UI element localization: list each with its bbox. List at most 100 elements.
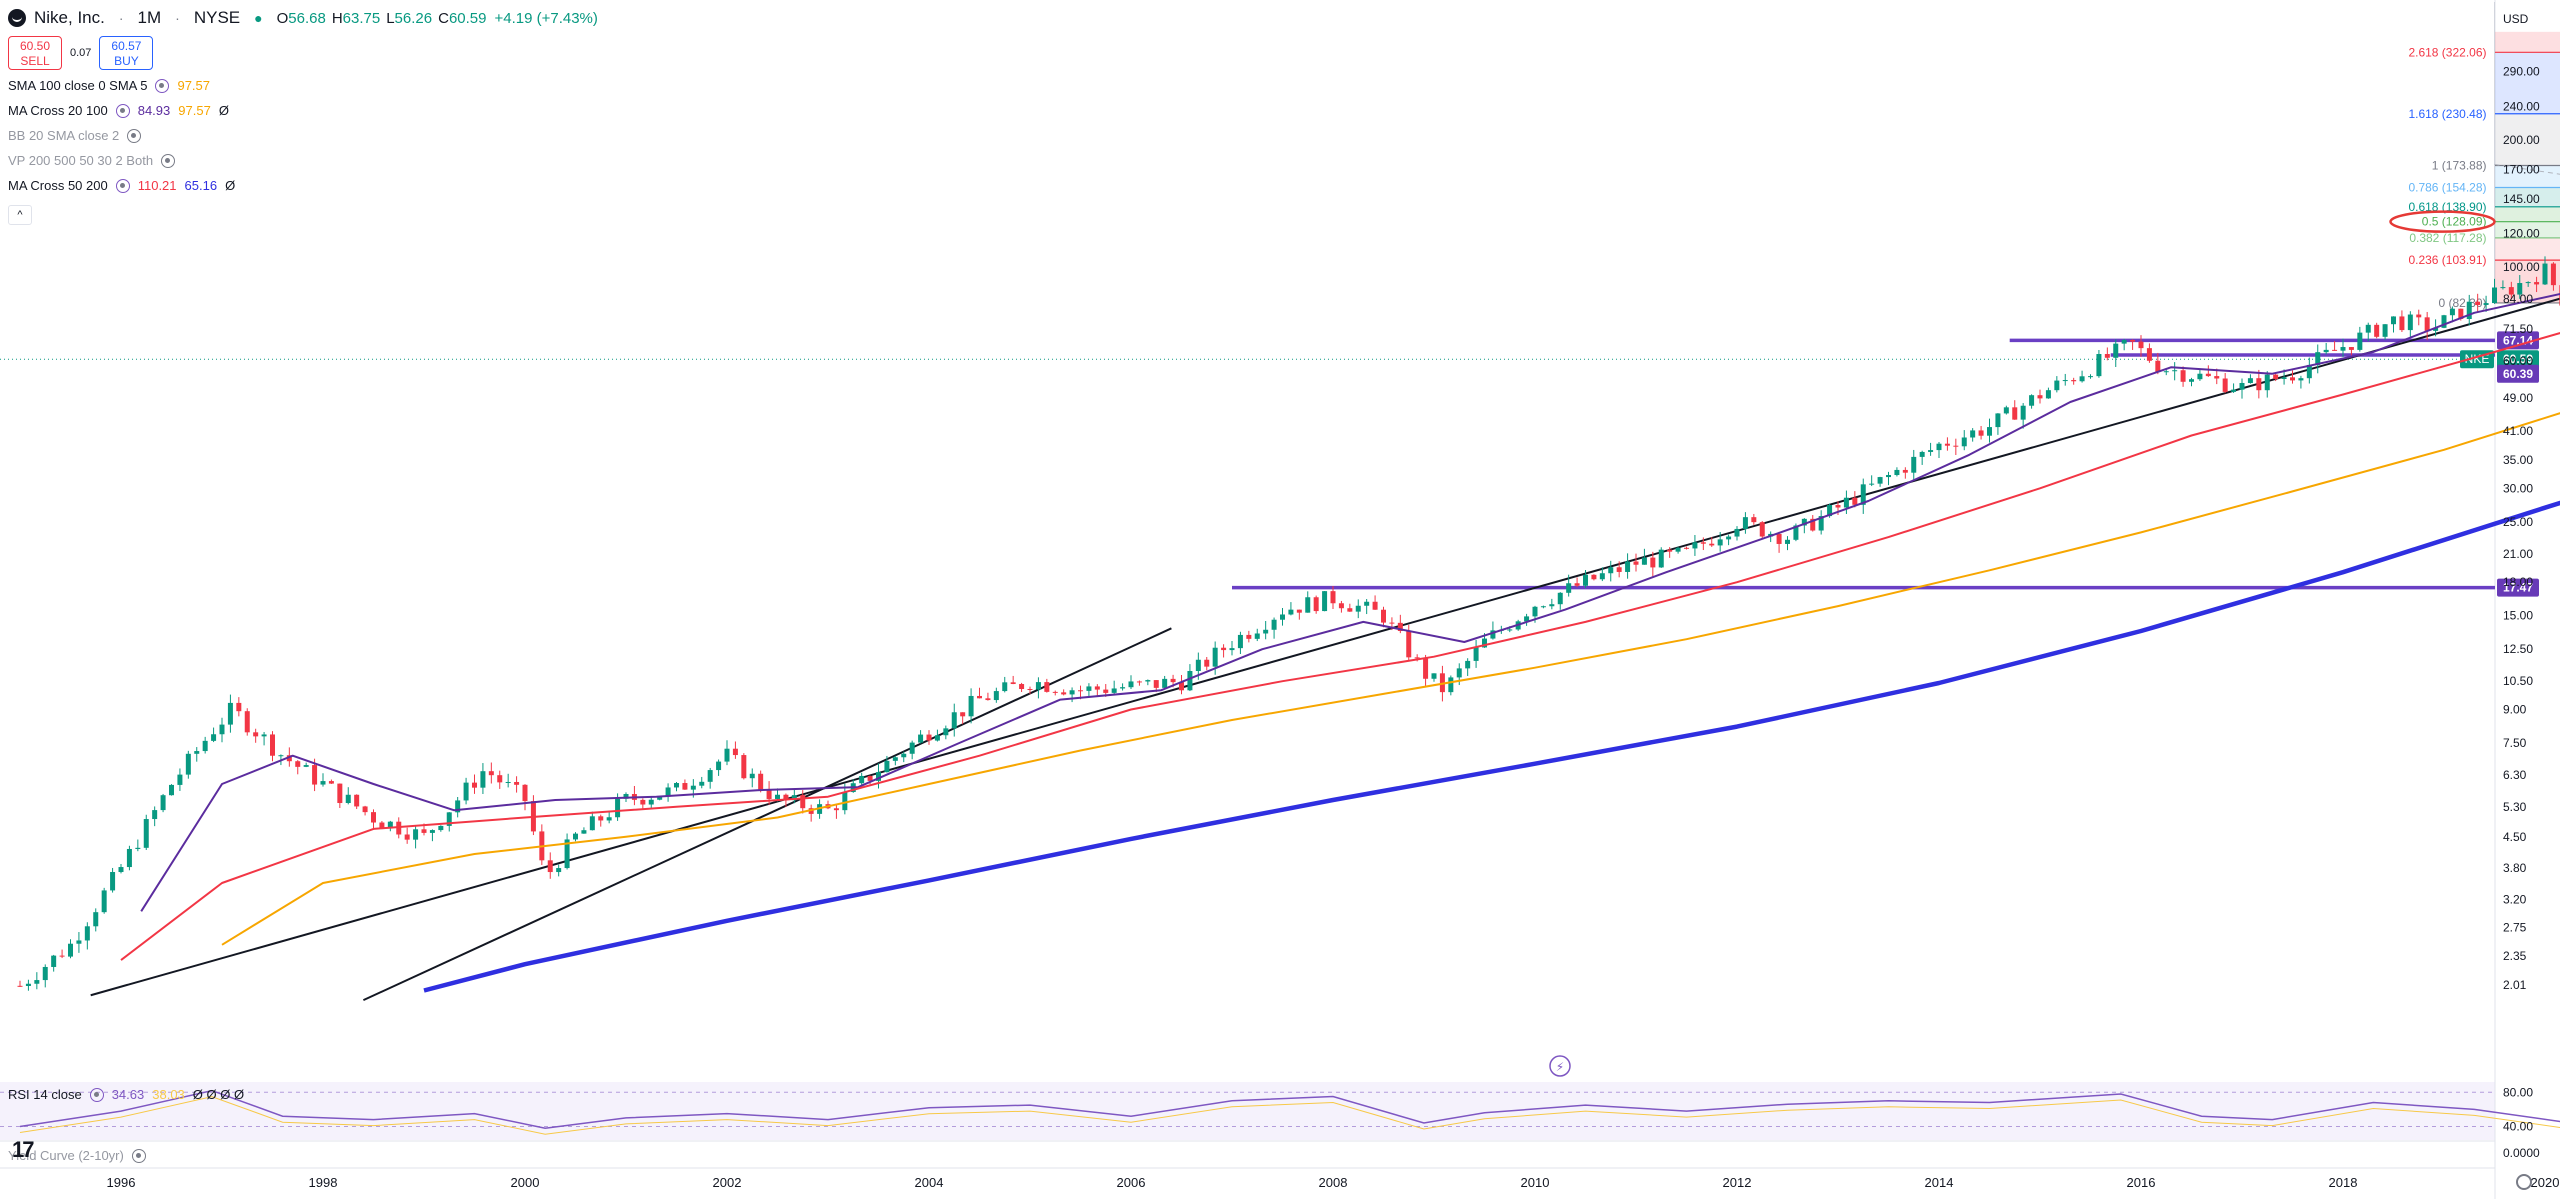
annotation-circle[interactable] [2389, 210, 2496, 233]
candle-body [682, 783, 688, 790]
price-axis-label: 84.00 [2503, 292, 2533, 306]
trendline[interactable] [90, 106, 2560, 997]
candle-body [1759, 522, 1765, 537]
candle-body [943, 728, 949, 736]
candle-body [1524, 616, 1530, 622]
ma-line[interactable] [221, 272, 2560, 946]
candle-body [185, 753, 191, 775]
time-axis-label: 2014 [1925, 1175, 1954, 1190]
price-axis-label: 18.00 [2503, 575, 2533, 589]
fib-zone [2494, 113, 2560, 166]
hidden-eye-icon[interactable] [161, 153, 176, 168]
indicator-settings-icon[interactable] [115, 103, 130, 118]
candle-body [2138, 341, 2144, 349]
indicator-legend-1[interactable]: MA Cross 20 100 84.93 97.57 Ø [8, 103, 229, 118]
settings-gear-icon[interactable] [2516, 1174, 2532, 1190]
rsi-line[interactable] [19, 1089, 2560, 1132]
indicator-legend-4[interactable]: MA Cross 50 200 110.21 65.16 Ø [8, 178, 235, 193]
symbol-title[interactable]: Nike, Inc. [34, 8, 105, 27]
candle-body [2121, 339, 2127, 344]
fib-level-label: 0.5 (128.09) [2422, 215, 2487, 229]
candle-body [278, 755, 284, 757]
hidden-eye-icon[interactable] [127, 128, 142, 143]
ma-line[interactable] [120, 237, 2560, 961]
trade-panel: 60.50 SELL 0.07 60.57 BUY [8, 36, 154, 70]
price-axis-label: 60.00 [2503, 354, 2533, 368]
candle-body [1928, 450, 1934, 452]
rsi-settings-icon[interactable] [89, 1087, 104, 1102]
rsi-name: RSI 14 close [8, 1087, 82, 1102]
candle-body [2231, 389, 2237, 392]
fibonacci-retracement[interactable]: 0 (82.30) 0.236 (103.91) 0.382 (117.28) 0.5… [2408, 2, 2560, 310]
candle-body [68, 943, 73, 957]
candle-body [1944, 443, 1950, 446]
candle-body [1372, 601, 1378, 610]
sell-button[interactable]: 60.50 SELL [8, 36, 62, 70]
price-axis-label: 21.00 [2503, 547, 2533, 561]
ma-line[interactable] [140, 193, 2560, 912]
candle-body [1692, 542, 1698, 549]
candle-body [25, 983, 31, 986]
ma-line[interactable] [423, 346, 2560, 993]
price-axis-label: 6.30 [2503, 768, 2527, 782]
candle-body [2458, 308, 2464, 319]
rsi-value: 34.63 [111, 1087, 145, 1102]
candle-body [2323, 349, 2329, 353]
indicator-legend-2[interactable]: BB 20 SMA close 2 [8, 128, 142, 143]
hidden-eye-icon[interactable] [131, 1148, 146, 1163]
candle-body [2029, 395, 2035, 406]
buy-button[interactable]: 60.57 BUY [99, 36, 154, 70]
replay-lightning-icon[interactable] [1549, 1055, 1571, 1077]
candle-body [84, 926, 90, 941]
rsi-axis-label: 40.00 [2503, 1119, 2533, 1133]
currency-label[interactable]: USD [2503, 12, 2529, 26]
trendline[interactable] [362, 627, 1172, 1002]
candle-body [800, 795, 806, 809]
indicator-legend-3[interactable]: VP 200 500 50 30 2 Both [8, 153, 176, 168]
candle-body [665, 787, 671, 797]
candle-body [1953, 445, 1959, 447]
candle-body [1886, 475, 1891, 478]
price-axis-label: 200.00 [2503, 133, 2540, 147]
candle-body [1776, 533, 1782, 544]
time-axis-label: 2012 [1723, 1175, 1752, 1190]
candle-body [1869, 483, 1875, 485]
candle-body [758, 773, 764, 790]
candlesticks[interactable] [17, 162, 2560, 991]
candle-body [2475, 301, 2481, 305]
candle-body [1818, 516, 1824, 531]
price-label-badge [2497, 331, 2539, 350]
candle-body [1911, 456, 1917, 473]
rsi-legend[interactable]: RSI 14 close 34.63 38.03 Ø Ø Ø Ø [8, 1087, 244, 1102]
candle-body [2407, 314, 2413, 331]
candle-body [2416, 314, 2422, 318]
candle-body [977, 695, 982, 699]
indicator-settings-icon[interactable] [155, 78, 170, 93]
candle-body [2424, 317, 2430, 331]
candle-body [2163, 371, 2169, 373]
collapse-legend-button[interactable]: ^ [8, 205, 32, 225]
candle-body [2340, 347, 2346, 351]
candle-body [1860, 484, 1866, 505]
candle-body [1078, 690, 1083, 692]
indicator-value: 97.57 [177, 78, 211, 93]
price-axis-label: 2.35 [2503, 949, 2527, 963]
rsi-ma-line [19, 1096, 2560, 1135]
ohlc-l: L56.26 [386, 10, 432, 27]
candle-body [2382, 324, 2388, 337]
candle-body [732, 748, 738, 756]
candle-body [716, 761, 722, 771]
indicator-legend-0[interactable]: SMA 100 close 0 SMA 5 97.57 [8, 78, 210, 93]
candle-body [934, 735, 940, 741]
indicator-settings-icon[interactable] [115, 178, 130, 193]
time-axis-label: 2010 [1521, 1175, 1550, 1190]
interval[interactable]: 1M [137, 8, 162, 27]
fib-level-label: 0.382 (117.28) [2409, 231, 2486, 245]
candle-body [236, 702, 242, 712]
price-axis-label: 49.00 [2503, 391, 2533, 405]
candle-body [1650, 557, 1656, 568]
price-axis-label: 145.00 [2503, 192, 2540, 206]
yield-curve-legend[interactable]: Yield Curve (2-10yr) [8, 1148, 146, 1163]
candle-body [1894, 469, 1900, 476]
